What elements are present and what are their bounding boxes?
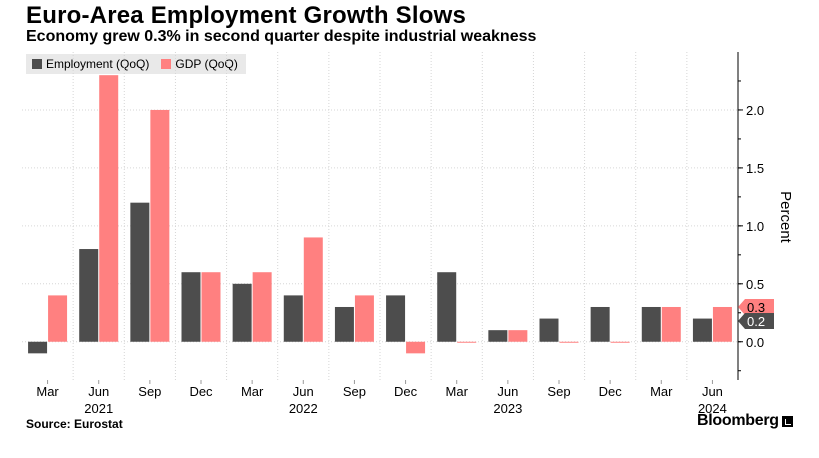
bar-gdp	[48, 295, 68, 342]
x-tick-label: Jun	[88, 384, 109, 399]
bar-employment	[386, 295, 406, 342]
y-tick-label: 0.0	[746, 335, 764, 350]
bar-employment	[334, 306, 354, 342]
grid-lines	[22, 52, 738, 380]
last-value-tag-employment	[738, 312, 774, 329]
labels: 0.0 0.5 1.0 1.5 2.0 Mar Jun Sep Dec Mar Jun Sep Dec M…	[36, 103, 794, 416]
last-value-tag-gdp	[738, 298, 774, 315]
y-tick-label: 1.5	[746, 161, 764, 176]
bar-gdp	[252, 272, 272, 342]
bar-employment	[28, 341, 48, 354]
x-tick-label: Jun	[702, 384, 723, 399]
chart-subtitle: Economy grew 0.3% in second quarter desp…	[26, 28, 537, 45]
x-tick-label: Mar	[36, 384, 59, 399]
chart-title: Euro-Area Employment Growth Slows	[26, 2, 466, 29]
y-axis-title: Percent	[777, 191, 794, 244]
bars	[28, 75, 732, 354]
legend-item-employment: Employment (QoQ)	[32, 57, 149, 71]
bar-gdp	[457, 341, 477, 343]
bar-employment	[283, 295, 303, 342]
bar-employment	[539, 318, 559, 342]
x-tick-label: Sep	[547, 384, 570, 399]
x-tick-label: Jun	[293, 384, 314, 399]
bar-gdp	[99, 75, 119, 342]
bloomberg-logo: Bloomberg	[697, 412, 793, 430]
x-tick-label: Jun	[497, 384, 518, 399]
x-tick-label: Dec	[599, 384, 623, 399]
x-tick-label: Mar	[650, 384, 673, 399]
legend-swatch-gdp	[161, 59, 172, 69]
bar-employment	[692, 318, 712, 342]
x-year-label: 2024	[698, 401, 727, 416]
legend-swatch-employment	[32, 59, 42, 69]
y-tick-label: 0.5	[746, 277, 764, 292]
brand-text: Bloomberg	[697, 412, 779, 429]
x-tick-label: Sep	[343, 384, 366, 399]
x-year-label: 2021	[84, 401, 113, 416]
bar-gdp	[508, 330, 528, 342]
bar-gdp	[406, 341, 426, 354]
bar-gdp	[661, 306, 681, 342]
x-tick-label: Mar	[241, 384, 264, 399]
x-tick-label: Dec	[189, 384, 213, 399]
bar-employment	[232, 283, 252, 342]
legend: Employment (QoQ) GDP (QoQ)	[26, 54, 246, 74]
source-note: Source: Eurostat	[26, 417, 123, 431]
x-year-label: 2023	[493, 401, 522, 416]
y-tick-label: 1.0	[746, 219, 764, 234]
bar-gdp	[303, 237, 323, 342]
bar-employment	[79, 249, 99, 342]
bar-gdp	[201, 272, 221, 342]
y-tick-label: 2.0	[746, 103, 764, 118]
bar-employment	[641, 306, 661, 342]
bloomberg-terminal-icon	[781, 415, 793, 427]
bar-gdp	[712, 306, 732, 342]
legend-item-gdp: GDP (QoQ)	[161, 57, 238, 71]
legend-label-gdp: GDP (QoQ)	[175, 57, 238, 71]
bar-employment	[130, 202, 150, 342]
last-value-label-gdp: 0.3	[747, 300, 765, 315]
bar-employment	[488, 330, 508, 342]
bar-gdp	[610, 341, 630, 343]
axes	[47, 52, 743, 384]
bar-gdp	[559, 341, 579, 343]
bar-gdp	[354, 295, 374, 342]
x-tick-label: Dec	[394, 384, 418, 399]
bar-employment	[437, 272, 457, 342]
x-tick-label: Sep	[138, 384, 161, 399]
x-year-label: 2022	[289, 401, 318, 416]
legend-label-employment: Employment (QoQ)	[46, 57, 150, 71]
bar-employment	[181, 272, 201, 342]
bar-gdp	[150, 109, 170, 342]
bar-employment	[590, 306, 610, 342]
x-tick-label: Mar	[446, 384, 469, 399]
last-value-label-employment: 0.2	[747, 314, 765, 329]
